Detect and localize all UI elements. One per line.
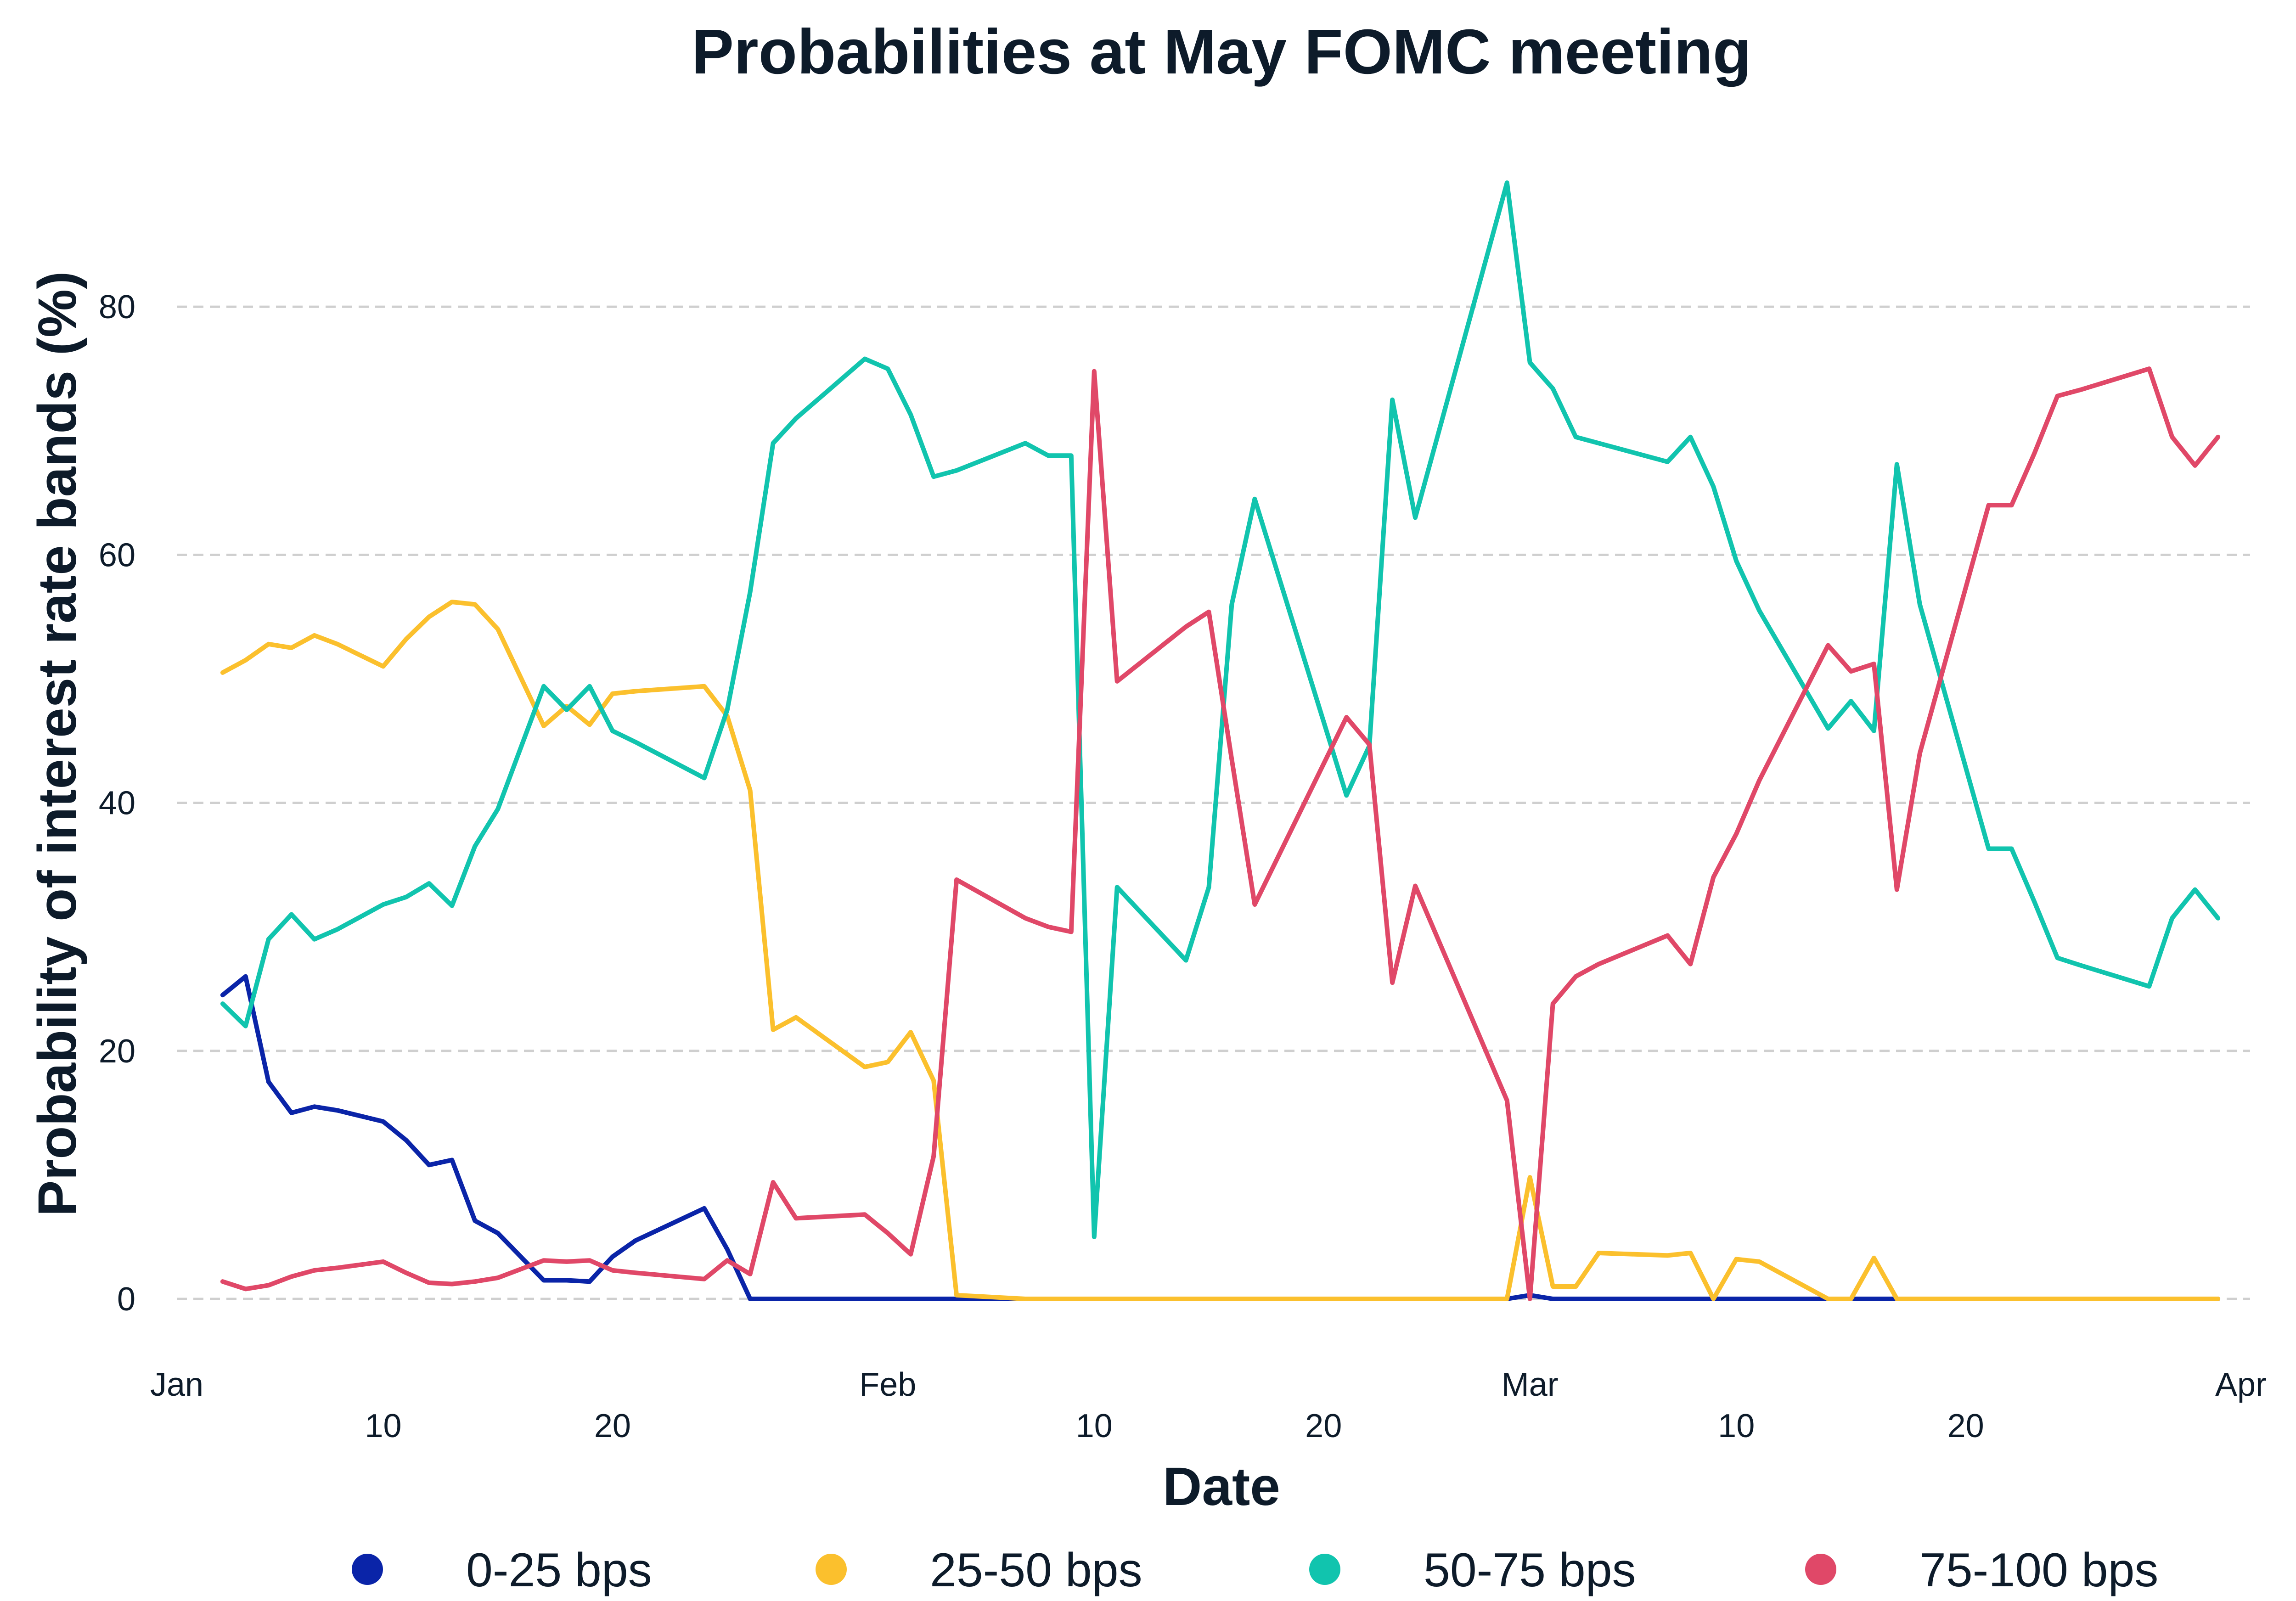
series-line-0-25-bps [220,974,2221,1301]
x-tick-label: 10 [1718,1408,1755,1444]
x-tick-label: 20 [1947,1408,1984,1444]
y-tick-label: 0 [117,1281,135,1318]
legend-label: 75-100 bps [1919,1544,2158,1597]
legend-marker [816,1554,847,1585]
chart-title: Probabilities at May FOMC meeting [692,17,1751,87]
series-line-25-50-bps [220,600,2221,1301]
x-tick-label: 10 [365,1408,401,1444]
legend-label: 25-50 bps [930,1544,1142,1597]
x-tick-label: Feb [859,1366,916,1403]
y-axis-ticks: 0 20 40 60 80 [99,289,135,1318]
series-line-75-100-bps [220,366,2221,1301]
legend-marker [1805,1554,1836,1585]
legend-marker [1309,1554,1340,1585]
x-tick-label: Apr [2215,1366,2267,1403]
y-tick-label: 80 [99,289,135,326]
series-line-50-75-bps [220,180,2221,1239]
series-lines [220,180,2221,1301]
y-axis-label: Probability of interest rate bands (%) [27,271,88,1217]
legend-label: 0-25 bps [466,1544,652,1597]
legend-label: 50-75 bps [1424,1544,1636,1597]
x-tick-label: 20 [594,1408,631,1444]
legend-marker [352,1554,383,1585]
x-axis-ticks: Jan 10 20 Feb 10 20 Mar 10 20 Apr [150,1366,2267,1444]
x-tick-label: Mar [1502,1366,1559,1403]
x-tick-label: 10 [1076,1408,1113,1444]
x-axis-label: Date [1163,1456,1280,1517]
y-tick-label: 40 [99,785,135,822]
y-tick-label: 60 [99,537,135,573]
legend: 0-25 bps 25-50 bps 50-75 bps 75-100 bps [352,1544,2158,1597]
y-tick-label: 20 [99,1033,135,1070]
x-tick-label: Jan [150,1366,203,1403]
x-tick-label: 20 [1305,1408,1342,1444]
